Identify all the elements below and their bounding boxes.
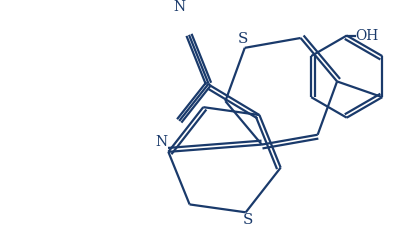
Text: N: N <box>156 135 168 149</box>
Text: S: S <box>243 213 253 227</box>
Text: OH: OH <box>356 29 379 42</box>
Text: S: S <box>238 32 248 46</box>
Text: N: N <box>173 0 185 14</box>
